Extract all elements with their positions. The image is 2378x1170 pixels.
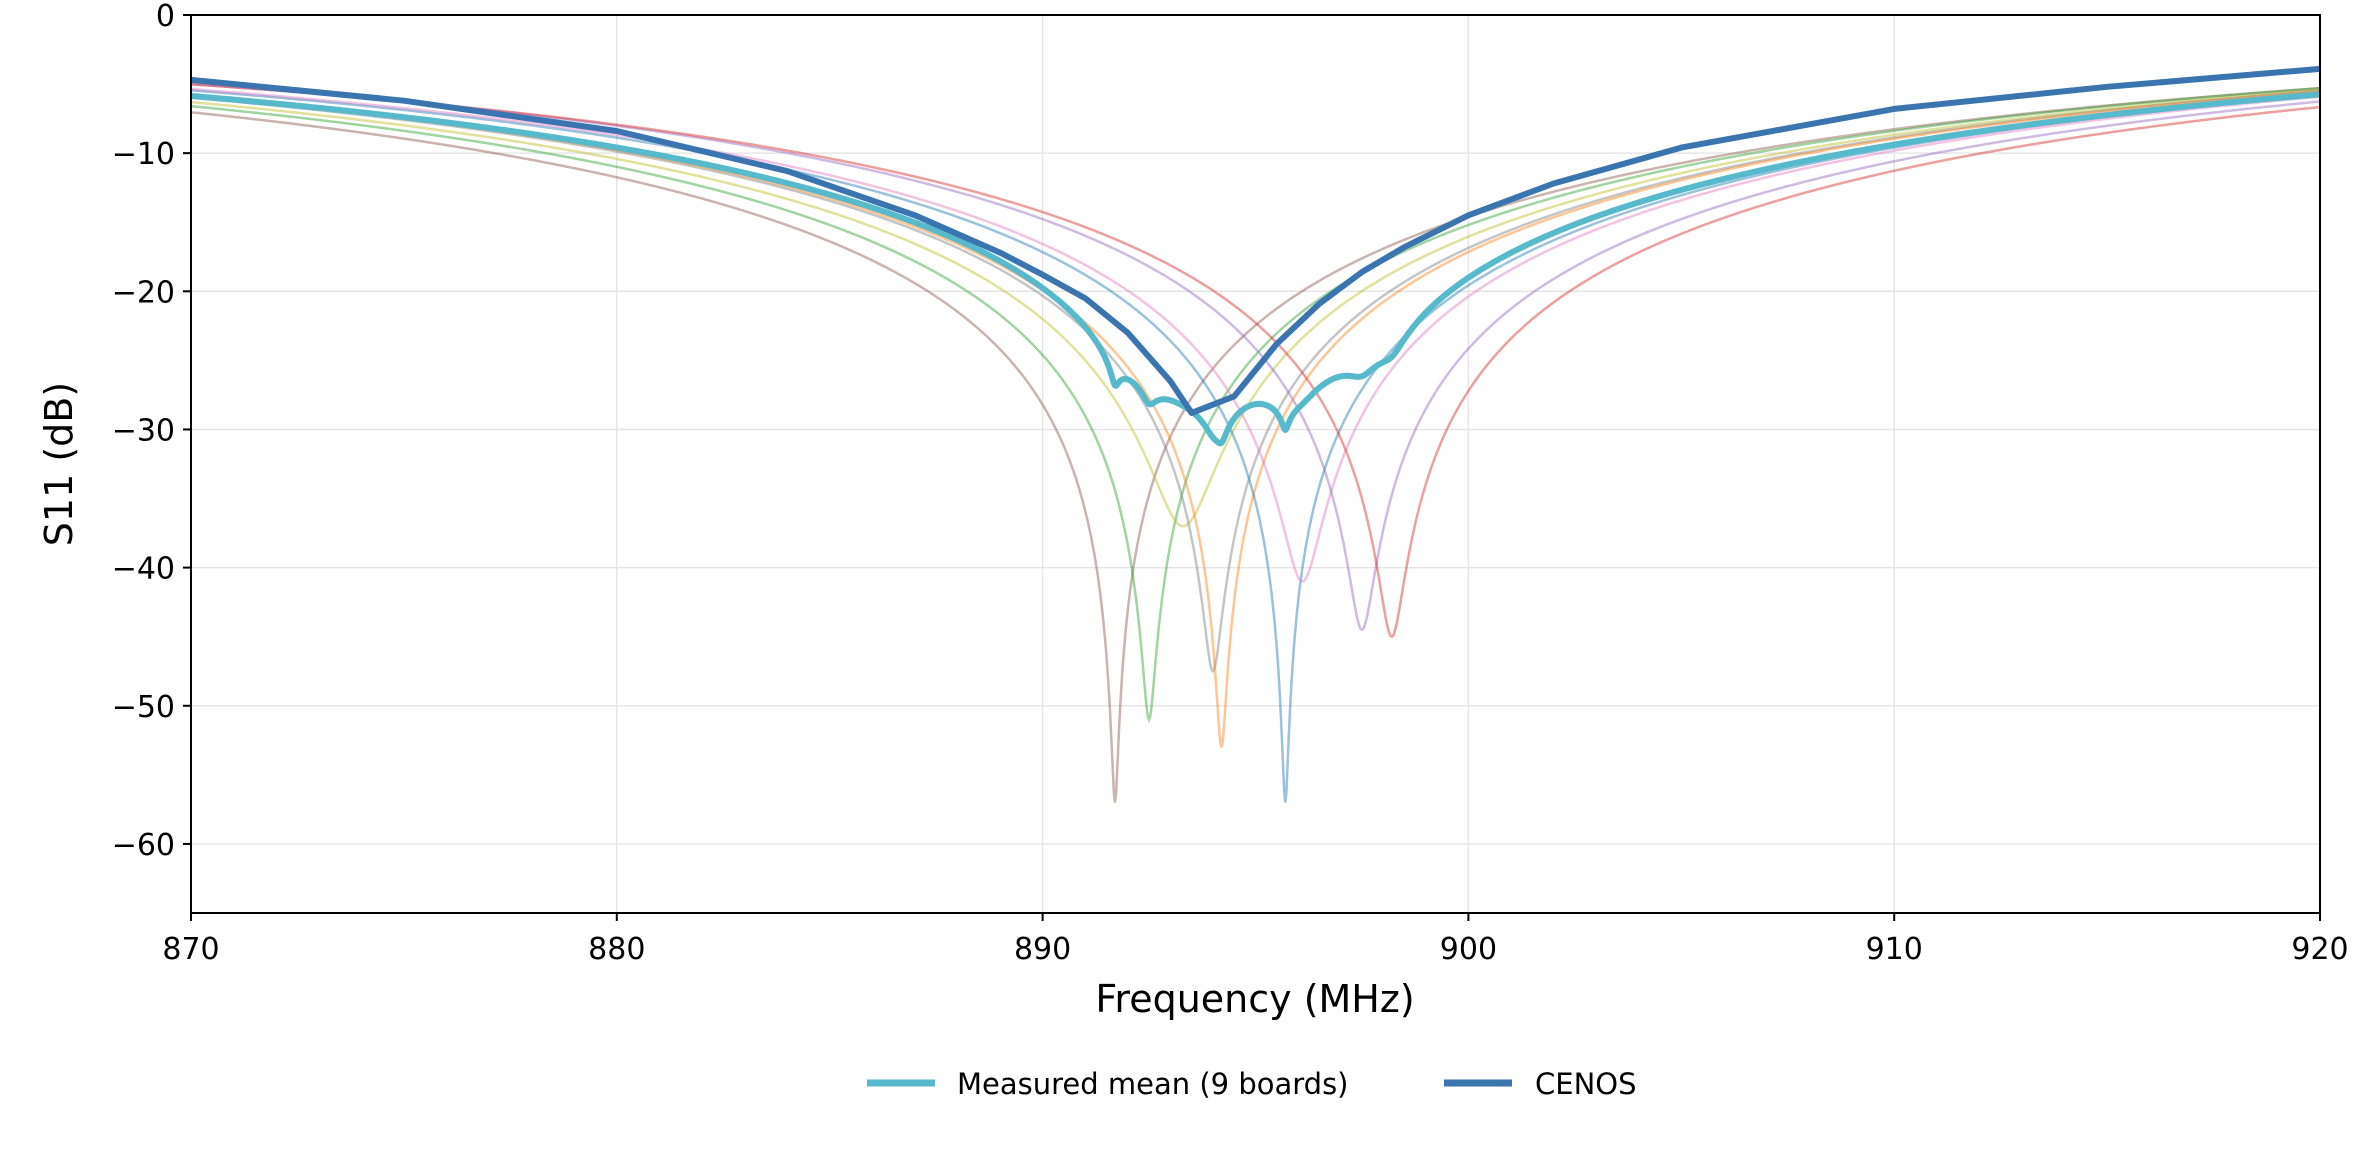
- measured-mean-line: [189, 91, 2322, 447]
- y-tick-label: −10: [112, 137, 175, 172]
- x-tick-label: 890: [1014, 932, 1071, 967]
- board-curves: [190, 82, 2321, 803]
- x-axis-label: Frequency (MHz): [1095, 977, 1414, 1021]
- y-tick-label: −20: [112, 275, 175, 310]
- y-tick-label: 0: [156, 0, 175, 34]
- board-curve-6: [190, 89, 2321, 803]
- legend: Measured mean (9 boards) CENOS: [867, 1067, 1637, 1101]
- x-tick-label: 900: [1440, 932, 1497, 967]
- board-curve-2: [190, 86, 2321, 723]
- legend-cenos-label: CENOS: [1535, 1067, 1637, 1101]
- board-curve-4: [190, 89, 2321, 674]
- board-curve-3: [190, 88, 2321, 528]
- cenos-line: [190, 65, 2321, 416]
- x-tick-label: 920: [2291, 932, 2348, 967]
- board-curve-7: [190, 87, 2321, 583]
- y-axis-label: S11 (dB): [37, 382, 81, 546]
- y-tick-label: −50: [112, 690, 175, 725]
- board-curve-5: [190, 90, 2321, 748]
- x-tick-label: 910: [1866, 932, 1923, 967]
- y-tick-label: −60: [112, 828, 175, 863]
- board-curve-8: [191, 82, 2321, 632]
- y-tick-label: −40: [112, 552, 175, 587]
- board-curve-1: [190, 86, 2320, 803]
- legend-mean-label: Measured mean (9 boards): [957, 1067, 1349, 1101]
- x-tick-label: 880: [588, 932, 645, 967]
- x-tick-label: 870: [162, 932, 219, 967]
- board-curve-9: [190, 83, 2321, 639]
- y-tick-label: −30: [112, 413, 175, 448]
- plot-frame: [190, 14, 2321, 914]
- y-ticks: 0 −10 −20 −30 −40 −50 −60: [112, 0, 191, 863]
- x-ticks: 870 880 890 900 910 920: [162, 913, 2349, 967]
